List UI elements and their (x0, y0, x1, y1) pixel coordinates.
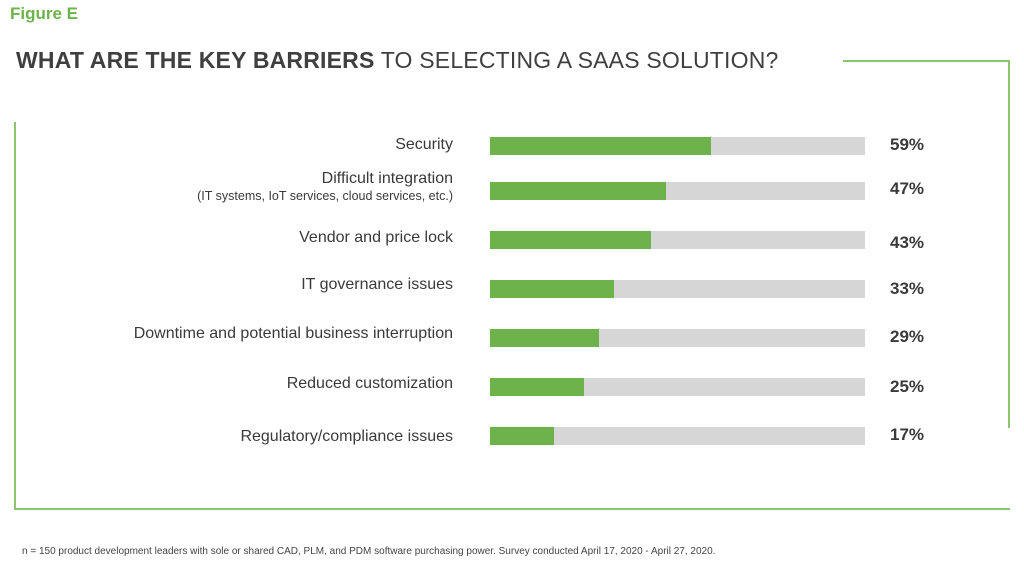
category-label: IT governance issues (301, 276, 453, 294)
category-label: Difficult integration (IT systems, IoT se… (197, 170, 453, 203)
bar (490, 231, 652, 249)
figure-label: Figure E (10, 4, 79, 23)
bar-value-label: 47% (890, 179, 925, 198)
category-sublabel: (IT systems, IoT services, cloud service… (197, 189, 453, 203)
bar-track (490, 427, 865, 445)
category-label-text: Difficult integration (321, 170, 453, 187)
category-label-text: Regulatory/compliance issues (240, 428, 453, 445)
bar (490, 182, 667, 200)
bar (490, 329, 599, 347)
category-label: Vendor and price lock (299, 229, 453, 247)
bar-track (490, 182, 865, 200)
bar-track (490, 231, 865, 249)
category-label: Security (395, 136, 453, 154)
bar-value-label: 43% (890, 233, 925, 252)
bar-track (490, 280, 865, 298)
category-label-text: Security (395, 136, 453, 153)
bar-value-label: 29% (890, 327, 925, 346)
chart-title: WHAT ARE THE KEY BARRIERS TO SELECTING A… (16, 47, 779, 74)
bar-track (490, 137, 865, 155)
category-label: Reduced customization (287, 375, 453, 393)
category-label-text: Vendor and price lock (299, 229, 453, 246)
bar (490, 378, 584, 396)
category-label: Regulatory/compliance issues (240, 428, 453, 446)
bar-value-label: 25% (890, 377, 925, 396)
frame-top-line (843, 60, 1010, 62)
bar-value-label: 33% (890, 279, 925, 298)
category-label-text: Reduced customization (286, 375, 453, 392)
bar (490, 280, 614, 298)
bar-value-label: 17% (890, 425, 925, 444)
chart-title-rest: TO SELECTING A SAAS SOLUTION? (374, 47, 779, 73)
bar (490, 427, 554, 445)
category-label: Downtime and potential business interrup… (134, 325, 453, 343)
category-label-text: Downtime and potential business interrup… (133, 325, 453, 342)
frame-right-line (1008, 60, 1010, 428)
chart-title-strong: WHAT ARE THE KEY BARRIERS (16, 47, 375, 73)
frame-bottom-line (14, 508, 1010, 510)
frame-left-line (14, 122, 16, 510)
category-label-text: IT governance issues (301, 276, 453, 293)
bar-value-label: 59% (890, 135, 925, 154)
bar-track (490, 378, 865, 396)
bar-track (490, 329, 865, 347)
footnote: n = 150 product development leaders with… (22, 546, 716, 557)
bar (490, 137, 712, 155)
